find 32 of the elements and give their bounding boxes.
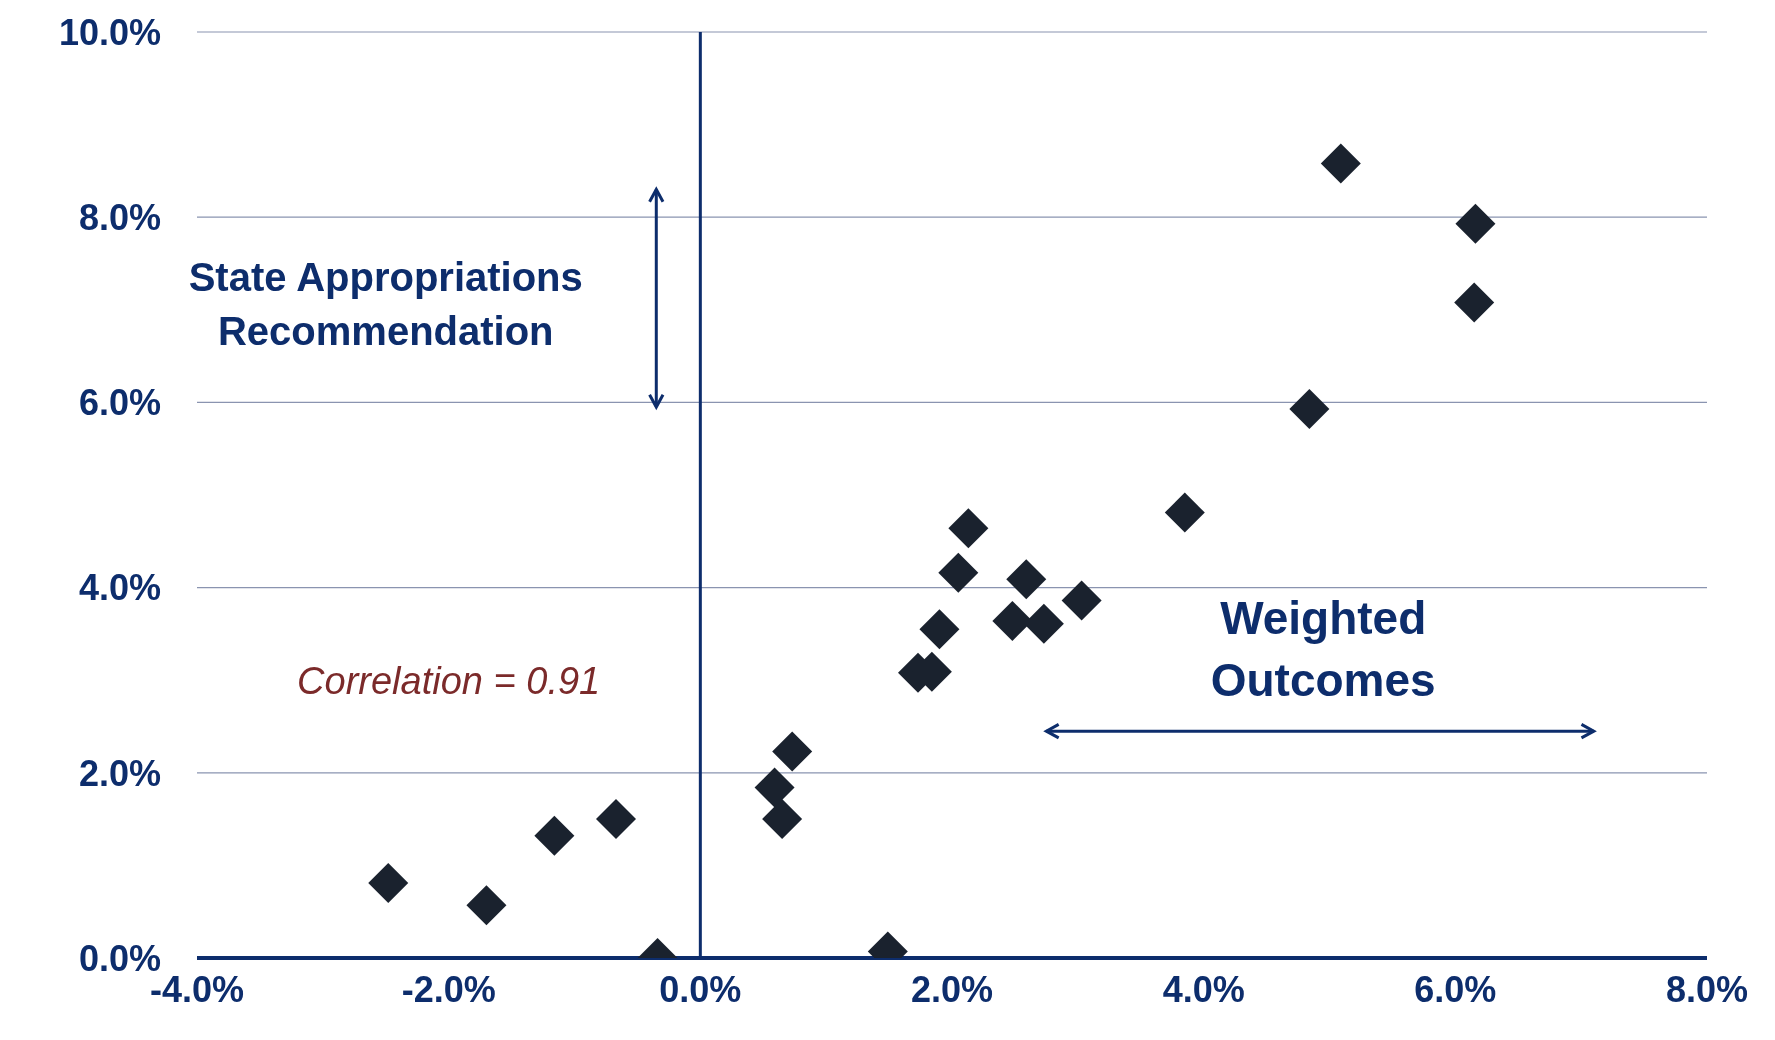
x-tick-label: 0.0% bbox=[659, 968, 742, 1010]
point bbox=[1164, 492, 1205, 533]
x-tick-label: 2.0% bbox=[910, 968, 994, 1010]
y-tick-label: 10.0% bbox=[58, 11, 161, 53]
x-tick-label: -2.0% bbox=[401, 968, 496, 1010]
point bbox=[466, 885, 507, 926]
x-tick-label: 6.0% bbox=[1414, 968, 1497, 1010]
point bbox=[938, 552, 979, 593]
point bbox=[1023, 603, 1064, 644]
annotation: Correlation = 0.91 bbox=[297, 660, 601, 703]
point bbox=[1455, 203, 1496, 244]
x-tick-label: 8.0% bbox=[1665, 968, 1749, 1010]
point bbox=[1320, 143, 1361, 184]
point bbox=[1289, 388, 1330, 429]
annotation: State Appropriations Recommendation bbox=[188, 255, 583, 354]
point bbox=[919, 609, 960, 650]
point bbox=[1006, 559, 1047, 600]
point bbox=[772, 731, 813, 772]
y-tick-label: 6.0% bbox=[78, 382, 161, 424]
x-tick-label: 4.0% bbox=[1162, 968, 1245, 1010]
y-tick-label: 4.0% bbox=[78, 567, 161, 609]
y-tick-label: 2.0% bbox=[78, 752, 161, 794]
y-tick-label: 8.0% bbox=[78, 196, 161, 238]
point bbox=[1454, 282, 1495, 323]
point bbox=[596, 799, 637, 840]
point bbox=[1061, 580, 1102, 621]
point bbox=[762, 799, 803, 840]
point bbox=[754, 767, 795, 808]
point bbox=[948, 508, 989, 549]
point bbox=[368, 862, 409, 903]
point bbox=[534, 815, 575, 856]
annotation: Weighted Outcomes bbox=[1210, 591, 1436, 706]
